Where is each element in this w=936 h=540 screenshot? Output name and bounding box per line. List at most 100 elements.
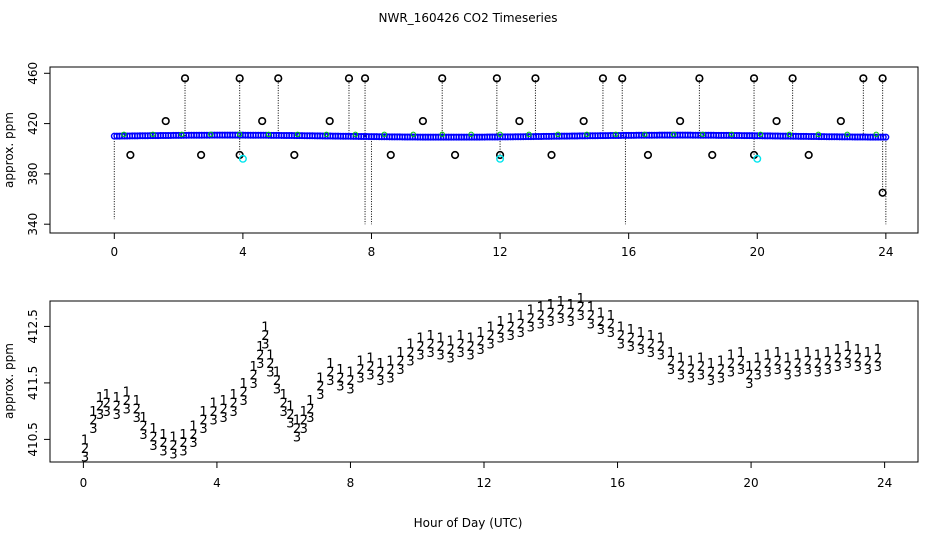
bottom-series-3-point: 3	[754, 368, 762, 383]
bottom-series-1-point: 1	[774, 346, 782, 361]
bottom-series-1-point: 1	[123, 385, 131, 400]
bottom-series-2-point: 2	[300, 414, 308, 429]
bottom-series-3-point: 3	[96, 408, 104, 423]
top-x-tick-label: 8	[368, 245, 376, 259]
top-raw-point	[274, 74, 283, 83]
top-x-tick-label: 20	[750, 245, 765, 259]
bottom-series-1-point: 1	[179, 428, 187, 443]
top-y-axis-label: approx. ppm	[2, 112, 16, 188]
bottom-series-1-point: 1	[824, 346, 832, 361]
top-green-point	[873, 131, 879, 137]
bottom-series-2-point: 2	[567, 306, 575, 321]
bottom-series-2-point: 2	[814, 357, 822, 372]
bottom-series-2-point: 2	[366, 360, 374, 375]
bottom-series-1-point: 1	[507, 312, 515, 327]
bottom-series-2-point: 2	[113, 400, 121, 415]
bottom-series-2-point: 2	[159, 436, 167, 451]
top-green-point	[381, 131, 388, 137]
bottom-series-1-point: 1	[864, 346, 872, 361]
bottom-series-2-point: 2	[209, 405, 217, 420]
bottom-series-3-point: 3	[527, 320, 535, 335]
bottom-series-3-point: 3	[446, 351, 454, 366]
bottom-series-3-point: 3	[139, 428, 147, 443]
top-raw-point	[708, 150, 717, 160]
bottom-series-1-point: 1	[261, 320, 269, 335]
bottom-series-3-point: 3	[477, 343, 485, 358]
bottom-series-2-point: 2	[446, 343, 454, 358]
bottom-series-3-point: 3	[637, 343, 645, 358]
bottom-series-3-point: 3	[199, 422, 207, 437]
top-panel: 0 4 8 12 16 20 24 340 380 420 460 approx. ppm	[2, 62, 919, 259]
top-raw-point	[290, 150, 299, 160]
bottom-y-tick-label: 411.5	[26, 366, 40, 400]
bottom-series-2-point: 2	[647, 337, 655, 352]
top-raw-point	[258, 116, 267, 126]
top-average-point	[879, 133, 887, 141]
top-raw-point	[788, 74, 797, 83]
bottom-series-3-point: 3	[547, 315, 555, 330]
bottom-series-2-point: 2	[697, 360, 705, 375]
bottom-series-2-point: 2	[256, 349, 264, 364]
bottom-series-2-point: 2	[717, 363, 725, 378]
bottom-series-3-point: 3	[814, 366, 822, 381]
bottom-series-1-point: 1	[834, 343, 842, 358]
bottom-series-2-point: 2	[96, 400, 104, 415]
bottom-series-3-point: 3	[416, 349, 424, 364]
top-green-point	[844, 131, 850, 137]
bottom-series-1-point: 1	[81, 433, 89, 448]
top-raw-point	[598, 74, 608, 83]
bottom-series-2-point: 2	[261, 329, 269, 344]
bottom-series-1-point: 1	[844, 340, 852, 355]
bottom-series-3-point: 3	[627, 340, 635, 355]
bottom-series-1-point: 1	[239, 377, 247, 392]
bottom-series-1-point: 1	[567, 298, 575, 313]
bottom-series-2-point: 2	[754, 360, 762, 375]
top-raw-point	[325, 116, 334, 126]
bottom-y-axis-label: approx. ppm	[2, 343, 16, 419]
bottom-series-2-point: 2	[657, 340, 665, 355]
top-average-point	[882, 133, 890, 141]
bottom-series-2-point: 2	[139, 419, 147, 434]
top-raw-point	[235, 74, 244, 83]
bottom-series-3-point: 3	[727, 366, 735, 381]
bottom-series-2-point: 2	[577, 301, 585, 316]
bottom-series-2-point: 2	[81, 442, 89, 457]
top-green-point	[584, 131, 590, 137]
bottom-series-3-point: 3	[854, 360, 862, 375]
bottom-series-1-point: 1	[497, 315, 505, 330]
bottom-series-3-point: 3	[456, 346, 464, 361]
bottom-series-3-point: 3	[159, 445, 167, 460]
bottom-series-2-point: 2	[834, 351, 842, 366]
top-green-point	[265, 131, 272, 137]
bottom-series-2-point: 2	[727, 357, 735, 372]
top-green-point	[352, 131, 359, 137]
bottom-y-tick-label: 410.5	[26, 422, 40, 456]
top-raw-point	[859, 74, 868, 83]
bottom-series-3-point: 3	[219, 411, 227, 426]
top-flagged-point	[238, 154, 247, 163]
bottom-series-1-point: 1	[707, 357, 715, 372]
bottom-series-1-point: 1	[273, 366, 281, 381]
top-x-tick-label: 24	[878, 245, 893, 259]
bottom-series-3-point: 3	[179, 445, 187, 460]
bottom-series-2-point: 2	[219, 402, 227, 417]
bottom-series-2-point: 2	[774, 354, 782, 369]
bottom-series-1-point: 1	[139, 411, 147, 426]
bottom-series-3-point: 3	[89, 422, 97, 437]
bottom-series-1-point: 1	[286, 400, 294, 415]
bottom-series-1-point: 1	[537, 301, 545, 316]
bottom-series-3-point: 3	[874, 360, 882, 375]
chart-title: NWR_160426 CO2 Timeseries	[379, 11, 558, 25]
bottom-series-2-point: 2	[864, 354, 872, 369]
top-green-point	[323, 131, 330, 137]
bottom-series-2-point: 2	[266, 357, 274, 372]
bottom-series-3-point: 3	[266, 366, 274, 381]
bottom-series-1-point: 1	[266, 349, 274, 364]
bottom-series-2-point: 2	[386, 363, 394, 378]
bottom-series-1-point: 1	[804, 346, 812, 361]
bottom-series-2-point: 2	[547, 306, 555, 321]
bottom-x-tick-label: 8	[347, 476, 355, 490]
bottom-series-3-point: 3	[366, 368, 374, 383]
bottom-series-3-point: 3	[737, 363, 745, 378]
top-plot-frame	[49, 66, 919, 234]
